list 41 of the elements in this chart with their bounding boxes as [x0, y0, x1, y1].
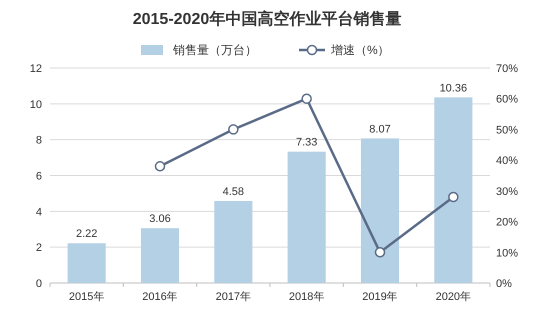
y2-tick-label: 0% — [496, 278, 512, 290]
x-tick-label: 2016年 — [142, 291, 178, 303]
point — [301, 93, 312, 104]
legend-label: 销售量（万台） — [172, 43, 257, 57]
point — [448, 192, 459, 202]
y-tick-label: 2 — [36, 242, 42, 254]
data-label: 7.33 — [296, 136, 318, 149]
y2-tick-label: 70% — [496, 63, 518, 75]
bar — [68, 243, 106, 283]
data-label: 3.06 — [149, 213, 171, 226]
y2-tick-label: 10% — [496, 247, 518, 260]
data-label: 10.36 — [440, 82, 468, 94]
data-label: 2.22 — [76, 228, 98, 240]
y-tick-label: 12 — [30, 63, 42, 75]
y2-tick-label: 20% — [496, 216, 518, 229]
y2-tick-label: 40% — [496, 155, 518, 168]
x-tick-label: 2018年 — [288, 291, 324, 303]
y-tick-label: 0 — [36, 278, 42, 290]
y-tick-label: 8 — [36, 134, 42, 147]
data-label: 8.07 — [369, 123, 391, 136]
y-tick-label: 4 — [36, 206, 42, 218]
chart-title: 2015-2020年中国高空作业平台销售量 — [132, 9, 402, 28]
point — [154, 161, 166, 172]
point — [228, 124, 239, 135]
y2-tick-label: 60% — [496, 94, 518, 106]
y-tick-label: 10 — [30, 98, 42, 111]
bar — [214, 200, 252, 283]
bar — [288, 152, 326, 283]
point — [374, 247, 386, 258]
x-tick-label: 2015年 — [68, 291, 104, 303]
x-tick-label: 2020年 — [436, 291, 472, 303]
y2-tick-label: 30% — [496, 186, 518, 198]
y-tick-label: 6 — [36, 170, 42, 182]
x-tick-label: 2017年 — [216, 291, 252, 303]
bar — [434, 97, 472, 283]
legend-label: 增速（%） — [330, 43, 390, 57]
bar — [140, 228, 180, 283]
x-tick-label: 2019年 — [362, 291, 398, 303]
data-label: 4.58 — [222, 186, 244, 198]
bar — [360, 138, 400, 283]
y2-tick-label: 50% — [496, 124, 518, 136]
